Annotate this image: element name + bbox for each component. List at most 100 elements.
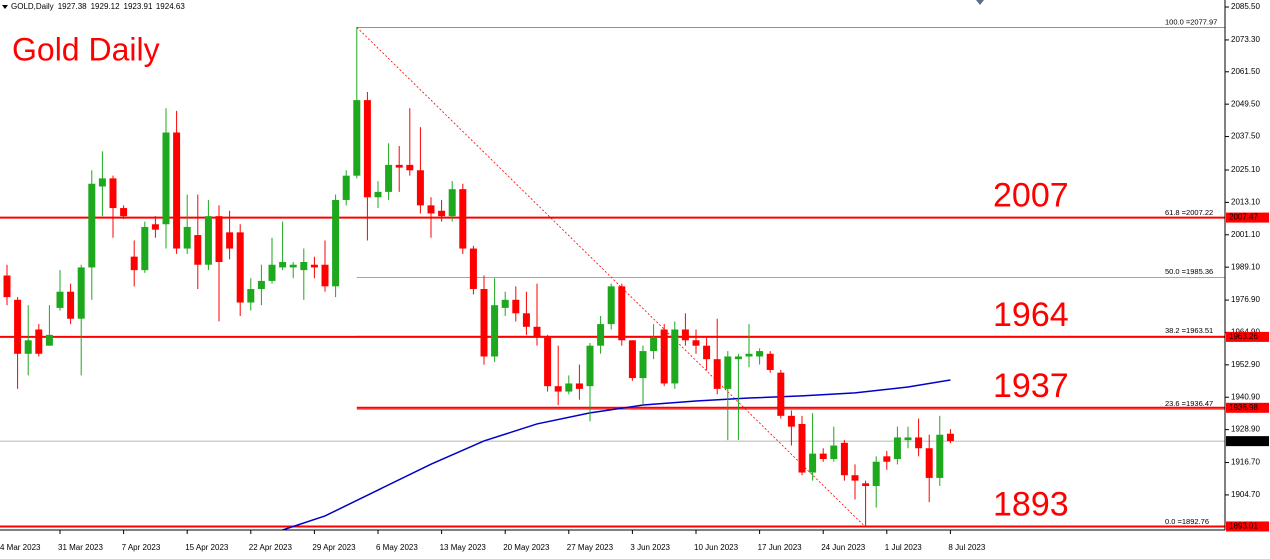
fib-label: 23.6 =1936.47: [1165, 399, 1213, 408]
x-tick-label: 1 Jul 2023: [885, 543, 922, 552]
candle-body: [618, 286, 626, 341]
y-tick-label: 1952.90: [1231, 360, 1260, 369]
level-label: 2007: [993, 177, 1069, 215]
x-tick-label: 27 May 2023: [567, 543, 614, 552]
level-label: 1937: [993, 367, 1069, 405]
candle-body: [692, 340, 700, 346]
candle-body: [385, 164, 393, 192]
level-tag: [1226, 521, 1269, 532]
candle-body: [554, 386, 562, 392]
candle-body: [544, 337, 552, 387]
candle-body: [406, 164, 414, 171]
candle-body: [830, 445, 838, 460]
header-close: 1924.63: [156, 2, 185, 11]
candle-body: [946, 433, 954, 442]
candle-body: [522, 313, 530, 327]
candle-body: [14, 299, 22, 354]
x-tick-label: 31 Mar 2023: [58, 543, 103, 552]
candle-body: [703, 345, 711, 360]
y-tick-label: 1916.70: [1231, 458, 1260, 467]
candle-body: [756, 351, 764, 357]
y-tick-label: 1940.90: [1231, 392, 1260, 401]
candle-body: [448, 189, 456, 217]
y-tick-label: 1928.90: [1231, 425, 1260, 434]
level-tag: [1226, 331, 1269, 342]
candle-body: [915, 437, 923, 449]
candle-body: [130, 256, 138, 271]
candle-body: [650, 337, 658, 352]
candle-body: [766, 353, 774, 370]
level-tag-label: 1963.26: [1229, 332, 1258, 341]
fib-label: 61.8 =2007.22: [1165, 208, 1213, 217]
fib-label: 0.0 =1892.76: [1165, 517, 1209, 526]
candle-body: [257, 280, 265, 290]
candle-body: [925, 448, 933, 478]
candle-body: [586, 345, 594, 387]
candle-body: [395, 164, 403, 168]
candle-body: [681, 329, 689, 341]
candle-body: [67, 291, 75, 319]
candle-body: [289, 264, 297, 268]
candle-body: [724, 356, 732, 389]
x-tick-label: 8 Jul 2023: [948, 543, 985, 552]
chart-title: Gold Daily: [12, 31, 160, 67]
candle-body: [268, 264, 276, 281]
candle-body: [840, 442, 848, 476]
candle-body: [501, 299, 509, 308]
symbol: GOLD,Daily: [11, 2, 54, 11]
candle-body: [332, 199, 340, 287]
candle-body: [862, 483, 870, 487]
candle-body: [363, 100, 371, 198]
candle-body: [24, 340, 32, 354]
candle-body: [310, 264, 318, 268]
candle-body: [883, 456, 891, 462]
x-tick-label: 22 Apr 2023: [249, 543, 293, 552]
candle-body: [247, 289, 255, 303]
header-open: 1927.38: [58, 2, 87, 11]
candle-body: [639, 351, 647, 379]
candle-body: [374, 191, 382, 198]
fib-label: 50.0 =1985.36: [1165, 267, 1213, 276]
candle-body: [469, 248, 477, 290]
candle-body: [745, 353, 753, 357]
y-tick-label: 1904.70: [1231, 490, 1260, 499]
menu-arrow[interactable]: [2, 5, 8, 9]
candle-body: [872, 461, 880, 487]
level-tag-label: 2007.47: [1229, 213, 1258, 222]
candle-body: [204, 216, 212, 265]
candle-body: [607, 286, 615, 325]
x-tick-label: 10 Jun 2023: [694, 543, 739, 552]
candle-body: [183, 226, 191, 249]
y-tick-label: 1989.10: [1231, 262, 1260, 271]
candle-body: [173, 132, 181, 249]
symbol-header: GOLD,Daily 1927.38 1929.12 1923.91 1924.63: [11, 2, 185, 11]
x-tick-label: 29 Apr 2023: [312, 543, 356, 552]
x-tick-label: 15 Apr 2023: [185, 543, 229, 552]
candle-body: [851, 475, 859, 481]
candle-body: [734, 356, 742, 360]
candle-body: [109, 178, 117, 209]
current-price-tag: [1226, 436, 1269, 447]
y-tick-label: 2025.10: [1231, 165, 1260, 174]
x-tick-label: 24 Jun 2023: [821, 543, 866, 552]
candle-body: [480, 289, 488, 357]
candle-body: [628, 340, 636, 379]
y-tick-label: 2061.50: [1231, 67, 1260, 76]
y-tick-label: 1976.90: [1231, 295, 1260, 304]
y-tick-label: 2013.10: [1231, 198, 1260, 207]
candle-body: [35, 329, 43, 354]
candle-body: [671, 329, 679, 384]
candle-body: [45, 334, 53, 346]
fib-label: 100.0 =2077.97: [1165, 17, 1217, 26]
candle-body: [597, 324, 605, 346]
candle-body: [162, 132, 170, 225]
x-tick-label: 17 Jun 2023: [758, 543, 803, 552]
candle-body: [88, 183, 96, 268]
candle-body: [575, 383, 583, 389]
x-tick-label: 20 May 2023: [503, 543, 550, 552]
candle-body: [342, 175, 350, 200]
candle-body: [533, 326, 541, 338]
candle-body: [809, 453, 817, 473]
y-tick-label: 2001.10: [1231, 230, 1260, 239]
